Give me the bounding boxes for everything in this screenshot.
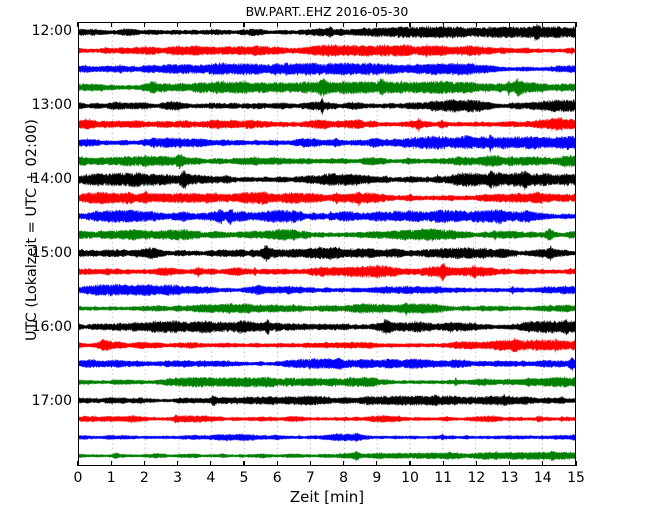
y-tick-label: 15:00 (31, 245, 72, 262)
x-axis-tick-labels: 0 1 2 3 4 5 6 7 8 9 10 11 12 13 14 15 (74, 470, 585, 490)
plot-area (78, 22, 576, 466)
y-tick-label: 13:00 (31, 97, 72, 114)
x-tick-label: 10 (401, 470, 419, 486)
x-tick-label: 14 (533, 470, 552, 486)
page-title: BW.PART..EHZ 2016-05-30 (245, 4, 409, 19)
x-tick-label: 13 (500, 470, 519, 486)
x-tick-label: 11 (434, 470, 453, 486)
x-tick-label: 15 (567, 470, 585, 486)
x-tick-label: 3 (173, 470, 183, 486)
x-tick-label: 5 (239, 470, 249, 486)
y-tick-label: 14:00 (31, 171, 72, 188)
y-tick-label: 17:00 (31, 393, 72, 410)
y-tick-label: 12:00 (31, 23, 72, 40)
x-tick-label: 1 (106, 470, 116, 486)
x-tick-label: 4 (206, 470, 216, 486)
x-axis-label: Zeit [min] (289, 488, 365, 506)
x-tick-label: 8 (339, 470, 349, 486)
x-tick-label: 12 (467, 470, 486, 486)
y-axis-tick-labels: 12:00 13:00 14:00 15:00 16:00 17:00 (0, 22, 72, 466)
x-tick-label: 0 (73, 470, 83, 486)
x-tick-label: 7 (305, 470, 315, 486)
y-tick-label: 16:00 (31, 319, 72, 336)
x-tick-label: 9 (372, 470, 382, 486)
x-tick-label: 2 (139, 470, 149, 486)
x-tick-label: 6 (272, 470, 282, 486)
seismogram-traces (79, 23, 575, 465)
